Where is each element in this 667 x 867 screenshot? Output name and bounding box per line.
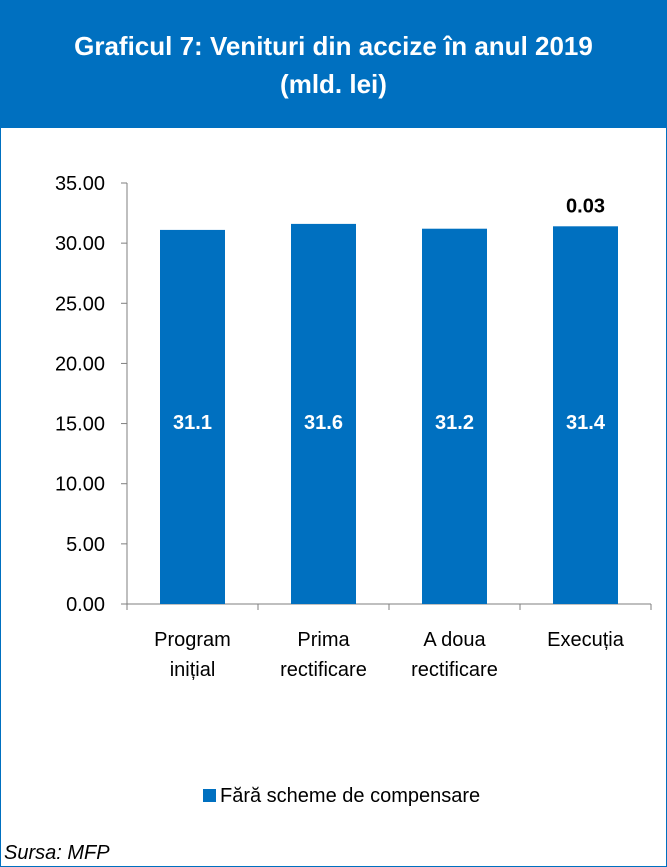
y-tick-label: 25.00 <box>55 293 105 315</box>
chart-title-banner: Graficul 7: Venituri din accize în anul … <box>1 1 666 128</box>
legend-swatch <box>203 789 216 802</box>
x-category-label: A doua <box>423 629 486 651</box>
y-tick-label: 5.00 <box>66 534 105 556</box>
y-tick-label: 10.00 <box>55 474 105 496</box>
bar <box>553 226 618 604</box>
bar <box>160 229 225 604</box>
legend-label: Fără scheme de compensare <box>220 785 480 807</box>
x-category-label: rectificare <box>411 659 498 681</box>
bar-annotation-label: 0.03 <box>566 195 605 217</box>
x-category-label: rectificare <box>280 659 367 681</box>
y-tick-label: 35.00 <box>55 173 105 195</box>
x-category-label: Program <box>154 629 231 651</box>
bar <box>291 223 356 604</box>
y-tick-label: 30.00 <box>55 233 105 255</box>
y-tick-label: 20.00 <box>55 353 105 375</box>
x-category-label: inițial <box>170 659 216 681</box>
bar-data-label: 31.1 <box>173 412 212 434</box>
y-tick-label: 0.00 <box>66 594 105 616</box>
chart-title-line-1: Graficul 7: Venituri din accize în anul … <box>74 30 593 61</box>
y-tick-label: 15.00 <box>55 414 105 436</box>
bar <box>422 228 487 605</box>
chart-title-line-2: (mld. lei) <box>280 68 387 99</box>
x-category-label: Prima <box>297 629 350 651</box>
bar-data-label: 31.2 <box>435 412 474 434</box>
source-note: Sursa: MFP <box>4 842 110 864</box>
bar-data-label: 31.4 <box>566 412 606 434</box>
bar-data-label: 31.6 <box>304 412 343 434</box>
x-category-label: Execuția <box>547 629 625 651</box>
